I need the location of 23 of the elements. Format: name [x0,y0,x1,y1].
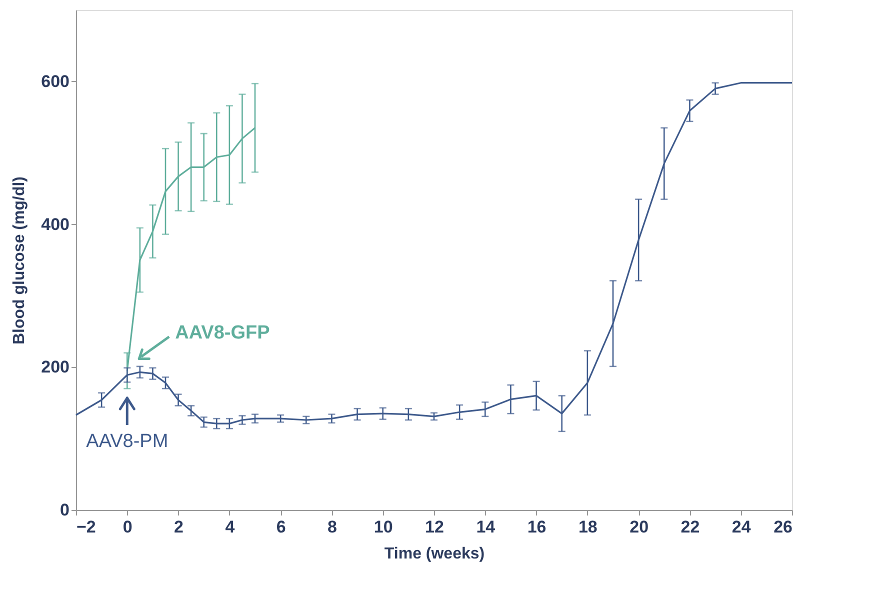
x-tick-label: 4 [225,518,236,536]
x-tick-label: 20 [630,518,649,536]
x-tick-label: 22 [680,518,700,536]
y-tick-label: 200 [41,358,70,377]
x-tick-label: −2 [76,518,96,536]
y-tick-label: 400 [41,214,70,234]
x-tick-label: 14 [476,518,496,536]
x-tick-label: 6 [276,518,286,536]
y-tick-label: 0 [60,500,70,520]
text: AAV8-GFP [175,322,270,344]
legend-label: AAV8-PM [86,431,168,452]
x-tick-label: 8 [327,518,337,536]
x-tick-label: 2 [174,518,184,536]
x-tick-label: 10 [374,518,393,536]
x-tick-label: 12 [425,518,444,536]
x-axis-title: Time (weeks) [384,546,485,562]
x-tick-label: 24 [732,518,752,536]
y-tick-label: 600 [41,72,70,91]
x-tick-label: 0 [122,518,132,536]
x-tick-label: 26 [774,518,792,536]
x-tick-label: 16 [527,518,546,536]
y-axis-title: Blood glucose (mg/dl) [11,176,28,344]
x-tick-label: 18 [578,518,598,536]
